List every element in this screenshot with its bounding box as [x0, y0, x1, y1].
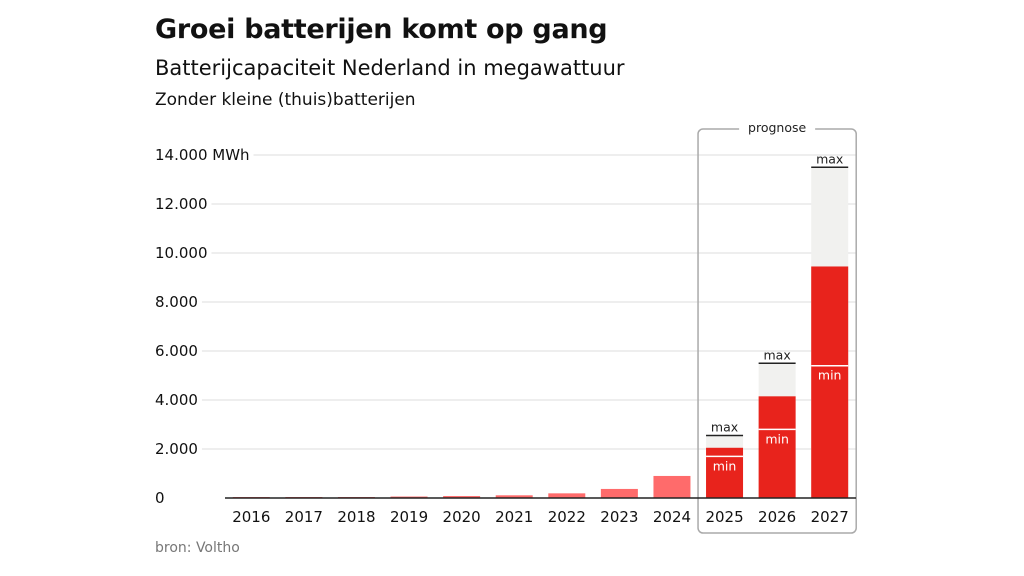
y-tick-label: 0	[155, 489, 165, 507]
bar-2026	[758, 396, 796, 498]
y-tick-label: 6.000	[155, 342, 198, 360]
bar-2024	[653, 475, 691, 498]
x-tick-label: 2027	[811, 508, 849, 526]
gridlines	[201, 154, 856, 450]
x-axis-labels: 2016 2017 2018 2019 2020 2021 2022 2023 2024 2025…	[232, 508, 849, 526]
x-tick-label: 2021	[495, 508, 533, 526]
min-label-2027: min	[818, 368, 842, 383]
y-axis-labels: 0 2.000 4.000 6.000 8.000 10.000 12.000 14.000 …	[155, 146, 250, 507]
x-tick-label: 2016	[232, 508, 270, 526]
y-tick-label: 14.000 MWh	[155, 146, 250, 164]
y-tick-label: 4.000	[155, 391, 198, 409]
x-tick-label: 2025	[705, 508, 743, 526]
bar-2023	[600, 488, 638, 498]
forecast-box-label: prognose	[748, 120, 806, 135]
y-tick-label: 10.000	[155, 244, 208, 262]
x-tick-label: 2019	[390, 508, 428, 526]
chart-source: bron: Voltho	[155, 540, 240, 556]
chart-note: Zonder kleine (thuis)batterijen	[155, 90, 416, 110]
bar-2020	[443, 496, 481, 498]
bar-2021	[495, 495, 533, 498]
y-tick-label: 2.000	[155, 440, 198, 458]
forecast-box: prognose	[697, 120, 857, 534]
forecast-label-bg	[739, 121, 816, 135]
x-tick-label: 2018	[337, 508, 375, 526]
max-label-2025: max	[711, 420, 738, 435]
bar-2027	[811, 266, 849, 498]
bars: max min max min max min	[232, 151, 849, 498]
max-label-2027: max	[816, 151, 843, 166]
x-tick-label: 2024	[653, 508, 691, 526]
x-tick-label: 2017	[285, 508, 323, 526]
x-tick-label: 2022	[548, 508, 586, 526]
chart-subtitle: Batterijcapaciteit Nederland in megawatt…	[155, 56, 625, 80]
bar-2022	[548, 493, 586, 498]
x-tick-label: 2020	[443, 508, 481, 526]
y-tick-label: 12.000	[155, 195, 208, 213]
min-label-2025: min	[713, 458, 737, 473]
min-label-2026: min	[765, 431, 789, 446]
max-label-2026: max	[764, 347, 791, 362]
y-tick-label: 8.000	[155, 293, 198, 311]
x-tick-label: 2026	[758, 508, 796, 526]
chart-title: Groei batterijen komt op gang	[155, 14, 608, 45]
x-tick-label: 2023	[600, 508, 638, 526]
